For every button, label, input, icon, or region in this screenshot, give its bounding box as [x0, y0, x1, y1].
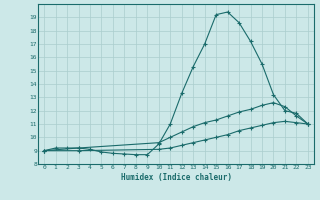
X-axis label: Humidex (Indice chaleur): Humidex (Indice chaleur) — [121, 173, 231, 182]
